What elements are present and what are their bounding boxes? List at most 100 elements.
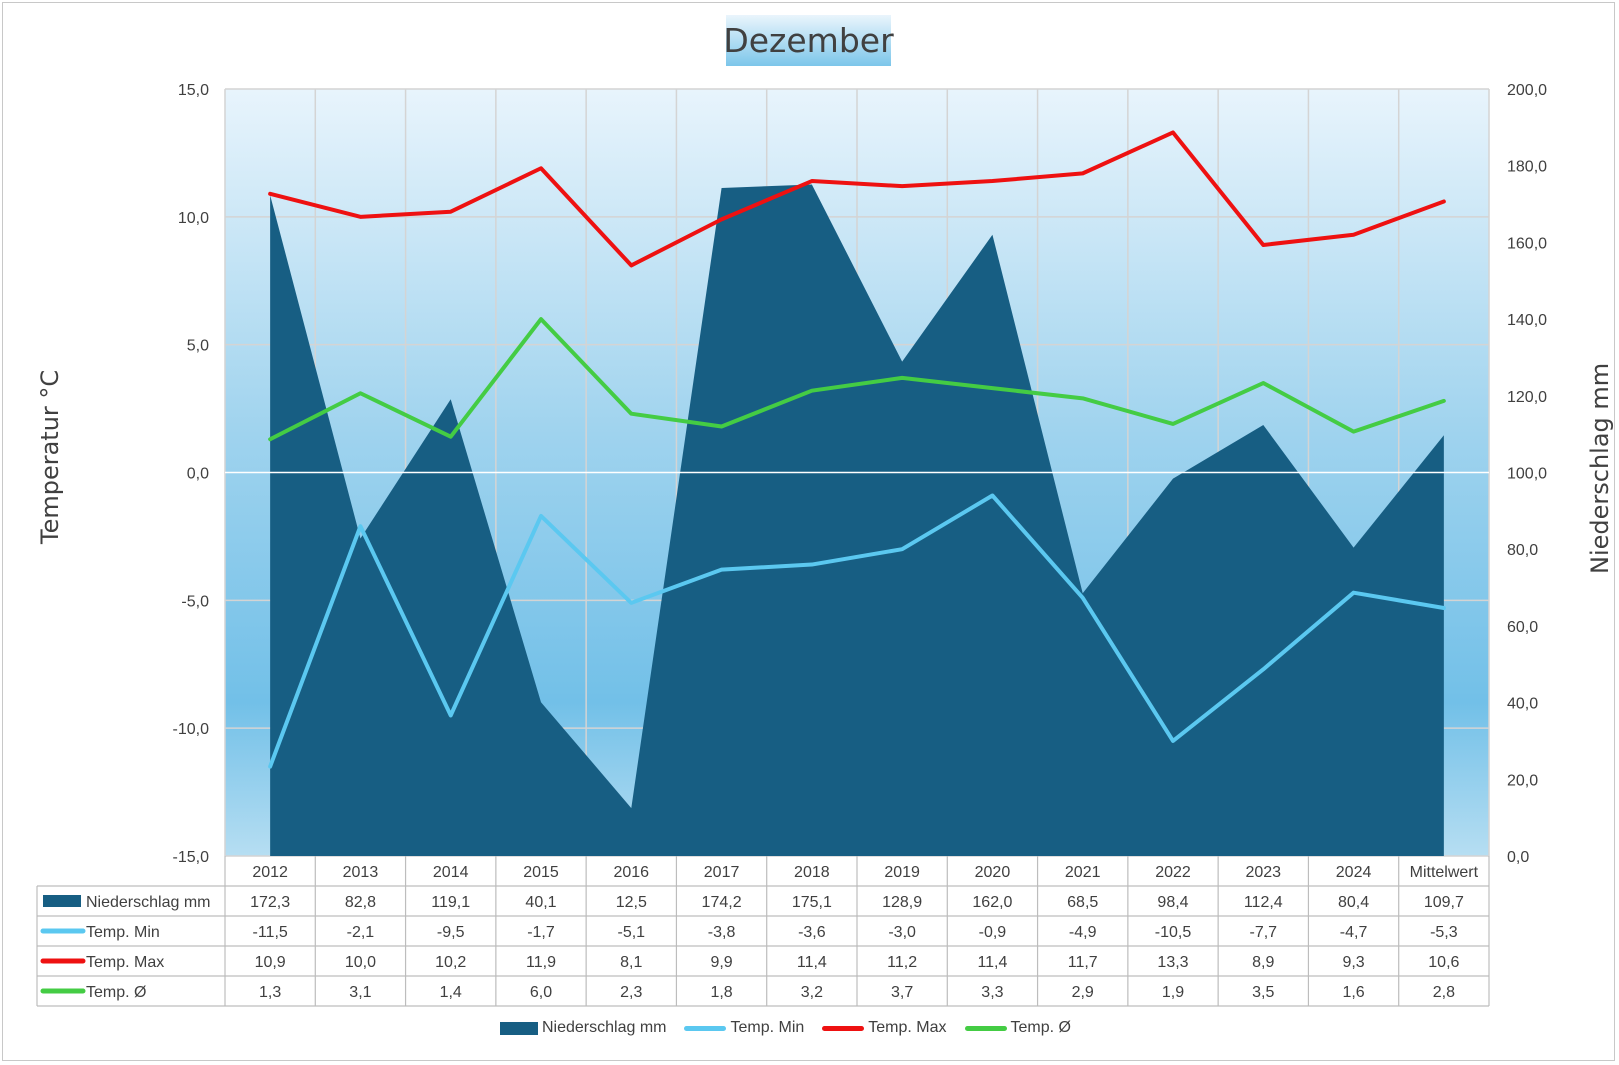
table-key-niederschlag bbox=[43, 895, 81, 907]
legend-item-niederschlag: Niederschlag mm bbox=[500, 1019, 666, 1037]
y-tick-right: 40,0 bbox=[1507, 696, 1538, 713]
table-cell: 2,8 bbox=[1433, 984, 1455, 1001]
y-tick-right: 0,0 bbox=[1507, 849, 1529, 866]
legend-label-niederschlag: Niederschlag mm bbox=[542, 1019, 667, 1036]
y-tick-right: 180,0 bbox=[1507, 159, 1547, 176]
table-row-label: Temp. Max bbox=[86, 954, 164, 971]
y-tick-left: 10,0 bbox=[178, 210, 209, 227]
y-tick-right: 160,0 bbox=[1507, 235, 1547, 252]
y-tick-left: -10,0 bbox=[173, 721, 210, 738]
y-tick-right: 120,0 bbox=[1507, 389, 1547, 406]
x-tick-label: 2024 bbox=[1336, 864, 1372, 881]
y-tick-right: 80,0 bbox=[1507, 542, 1538, 559]
table-cell: 10,0 bbox=[345, 954, 376, 971]
x-tick-label: 2015 bbox=[523, 864, 559, 881]
legend: Niederschlag mm Temp. Min Temp. Max Temp… bbox=[500, 1019, 1071, 1037]
table-cell: 112,4 bbox=[1244, 894, 1283, 911]
table-cell: -5,3 bbox=[1430, 924, 1458, 941]
y-tick-left: -15,0 bbox=[173, 849, 210, 866]
table-cell: -10,5 bbox=[1155, 924, 1192, 941]
table-cell: 3,1 bbox=[349, 984, 371, 1001]
x-tick-label: 2020 bbox=[975, 864, 1011, 881]
x-tick-label: 2014 bbox=[433, 864, 469, 881]
y-tick-right: 100,0 bbox=[1507, 466, 1547, 483]
table-cell: 128,9 bbox=[882, 894, 922, 911]
x-tick-label: 2017 bbox=[704, 864, 740, 881]
table-cell: 1,3 bbox=[259, 984, 281, 1001]
table-cell: 3,7 bbox=[891, 984, 913, 1001]
x-tick-label: 2019 bbox=[884, 864, 920, 881]
legend-label-temp-max: Temp. Max bbox=[868, 1019, 947, 1036]
table-cell: 13,3 bbox=[1157, 954, 1188, 971]
table-cell: -9,5 bbox=[437, 924, 465, 941]
y-tick-left: 0,0 bbox=[187, 466, 209, 483]
table-cell: 82,8 bbox=[345, 894, 376, 911]
y-tick-left: -5,0 bbox=[181, 593, 209, 610]
legend-label-temp-avg: Temp. Ø bbox=[1010, 1019, 1071, 1036]
legend-item-temp-avg: Temp. Ø bbox=[964, 1019, 1071, 1037]
table-cell: -7,7 bbox=[1249, 924, 1277, 941]
table-cell: -1,7 bbox=[527, 924, 555, 941]
legend-item-temp-min: Temp. Min bbox=[684, 1019, 804, 1037]
table-cell: 2,9 bbox=[1072, 984, 1094, 1001]
table-cell: 1,6 bbox=[1342, 984, 1364, 1001]
x-tick-label: 2022 bbox=[1155, 864, 1191, 881]
table-cell: 3,3 bbox=[981, 984, 1003, 1001]
table-cell: 11,4 bbox=[797, 954, 827, 971]
table-cell: -11,5 bbox=[253, 924, 288, 941]
table-cell: -3,6 bbox=[798, 924, 826, 941]
table-cell: 80,4 bbox=[1338, 894, 1369, 911]
legend-swatch-temp-avg bbox=[964, 1025, 1007, 1031]
line-temp-avg bbox=[268, 317, 1446, 442]
legend-swatch-temp-max bbox=[822, 1025, 865, 1031]
table-cell: 1,4 bbox=[440, 984, 462, 1001]
table-row-label: Niederschlag mm bbox=[86, 894, 210, 911]
table-cell: 3,5 bbox=[1252, 984, 1274, 1001]
table-cell: 11,7 bbox=[1068, 954, 1098, 971]
x-tick-label: 2018 bbox=[794, 864, 830, 881]
table-cell: 1,9 bbox=[1162, 984, 1184, 1001]
table-cell: -0,9 bbox=[979, 924, 1007, 941]
table-cell: 10,9 bbox=[255, 954, 286, 971]
y-tick-right: 60,0 bbox=[1507, 619, 1538, 636]
table-cell: 2,3 bbox=[620, 984, 642, 1001]
table-cell: 40,1 bbox=[525, 894, 556, 911]
legend-label-temp-min: Temp. Min bbox=[730, 1019, 805, 1036]
table-cell: -4,9 bbox=[1069, 924, 1097, 941]
y-tick-right: 140,0 bbox=[1507, 312, 1547, 329]
table-cell: 8,1 bbox=[620, 954, 642, 971]
table-cell: 10,2 bbox=[435, 954, 466, 971]
table-cell: -2,1 bbox=[347, 924, 375, 941]
table-cell: 109,7 bbox=[1424, 894, 1464, 911]
table-cell: 1,8 bbox=[710, 984, 732, 1001]
table-cell: -4,7 bbox=[1340, 924, 1368, 941]
chart-title: Dezember bbox=[723, 21, 894, 60]
table-cell: 119,1 bbox=[431, 894, 470, 911]
table-cell: 172,3 bbox=[250, 894, 290, 911]
y-axis-right-label: Niederschlag mm bbox=[1586, 362, 1614, 574]
table-cell: 8,9 bbox=[1252, 954, 1274, 971]
table-cell: 98,4 bbox=[1157, 894, 1188, 911]
y-tick-right: 20,0 bbox=[1507, 772, 1538, 789]
table-cell: -3,8 bbox=[708, 924, 736, 941]
x-tick-label: 2021 bbox=[1065, 864, 1101, 881]
table-cell: 9,9 bbox=[710, 954, 732, 971]
y-tick-right: 200,0 bbox=[1507, 82, 1547, 99]
table-row-label: Temp. Min bbox=[86, 924, 160, 941]
x-tick-label: 2013 bbox=[343, 864, 379, 881]
table-cell: 174,2 bbox=[702, 894, 742, 911]
line-temp-max bbox=[268, 130, 1446, 268]
table-cell: 10,6 bbox=[1428, 954, 1459, 971]
chart-title-box: Dezember bbox=[723, 15, 894, 66]
table-cell: -5,1 bbox=[617, 924, 645, 941]
table-cell: 9,3 bbox=[1342, 954, 1364, 971]
table-cell: 11,2 bbox=[887, 954, 917, 971]
legend-item-temp-max: Temp. Max bbox=[822, 1019, 947, 1037]
legend-swatch-niederschlag bbox=[500, 1021, 538, 1035]
y-tick-left: 15,0 bbox=[178, 82, 209, 99]
table-cell: 12,5 bbox=[616, 894, 647, 911]
table-cell: 11,4 bbox=[977, 954, 1007, 971]
legend-swatch-temp-min bbox=[684, 1025, 727, 1031]
